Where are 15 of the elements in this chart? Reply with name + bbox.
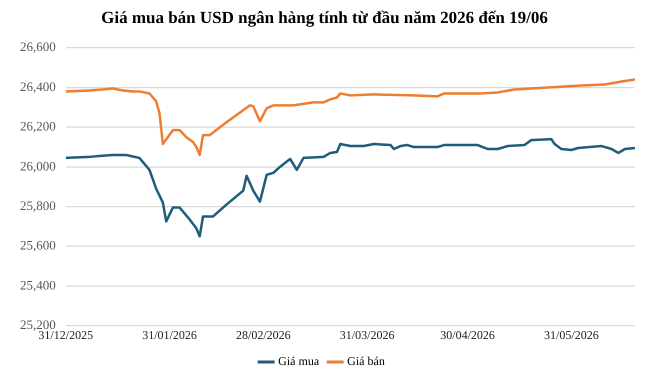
x-tick-label: 30/04/2026 xyxy=(440,328,495,342)
y-tick-label: 25,600 xyxy=(20,238,56,253)
y-tick-label: 25,400 xyxy=(20,277,56,292)
x-tick-label: 31/01/2026 xyxy=(142,328,197,342)
y-tick-label: 25,800 xyxy=(20,198,56,213)
chart-title: Giá mua bán USD ngân hàng tính từ đầu năm 2026 đến 19/06 xyxy=(100,8,549,29)
x-tick-label: 31/05/2026 xyxy=(544,328,599,342)
y-tick-label: 26,400 xyxy=(20,78,56,94)
y-tick-label: 26,200 xyxy=(20,118,56,134)
legend-label: Giá bán xyxy=(347,354,385,368)
y-tick-label: 26,000 xyxy=(20,158,56,174)
x-tick-label: 28/02/2026 xyxy=(236,328,291,342)
y-tick-label: 26,600 xyxy=(20,39,56,54)
legend-label: Giá mua xyxy=(278,354,320,368)
x-tick-label: 31/03/2026 xyxy=(340,328,394,342)
